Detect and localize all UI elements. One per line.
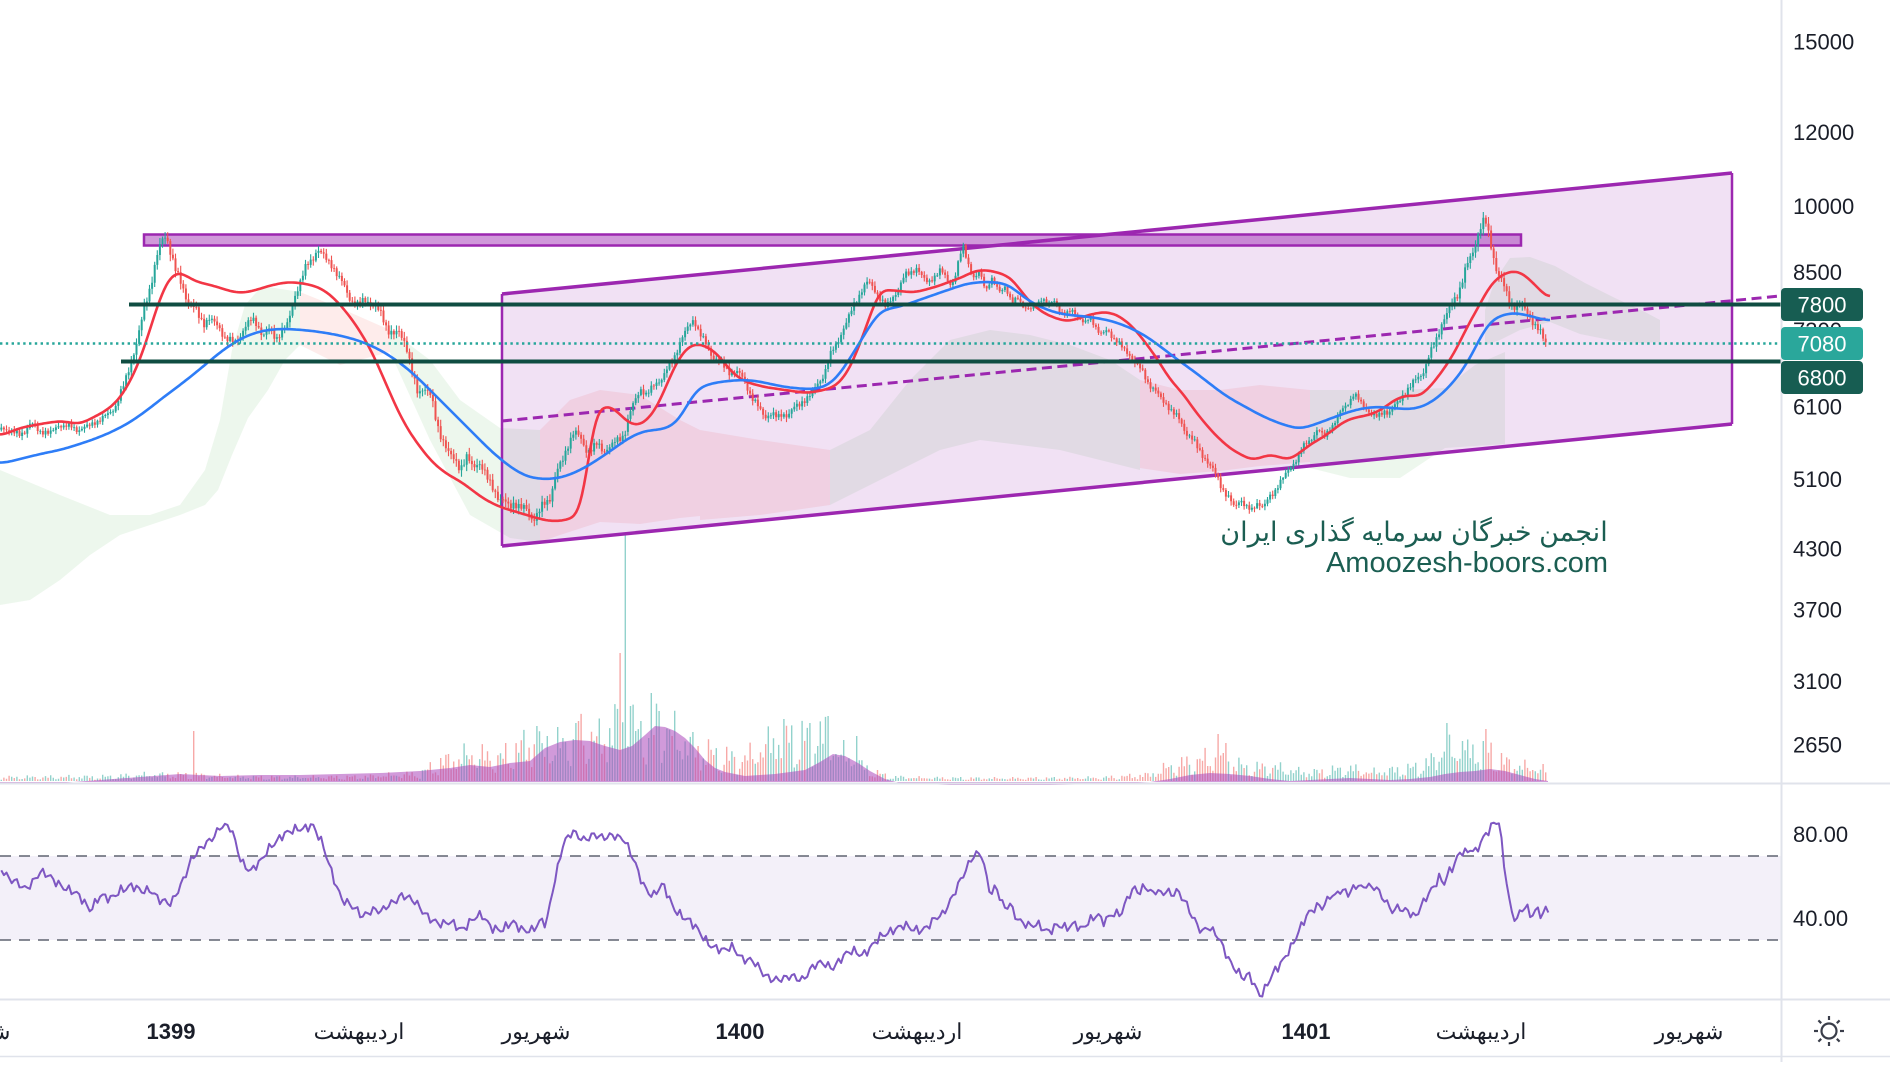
svg-text:6100: 6100 — [1793, 395, 1842, 420]
svg-text:1401: 1401 — [1282, 1019, 1331, 1044]
svg-text:3100: 3100 — [1793, 669, 1842, 694]
svg-text:10000: 10000 — [1793, 194, 1854, 219]
svg-text:2650: 2650 — [1793, 733, 1842, 758]
svg-text:40.00: 40.00 — [1793, 906, 1848, 931]
svg-text:اردیبهشت: اردیبهشت — [314, 1019, 405, 1045]
svg-text:Amoozesh-boors.com: Amoozesh-boors.com — [1326, 547, 1608, 579]
svg-text:15000: 15000 — [1793, 30, 1854, 55]
svg-text:اردیبهشت: اردیبهشت — [1436, 1019, 1527, 1045]
svg-text:80.00: 80.00 — [1793, 822, 1848, 847]
svg-text:شهریور: شهریور — [1073, 1019, 1143, 1045]
svg-text:7800: 7800 — [1798, 293, 1847, 318]
svg-text:اردیبهشت: اردیبهشت — [872, 1019, 963, 1045]
svg-text:7080: 7080 — [1798, 332, 1847, 357]
svg-text:6800: 6800 — [1798, 366, 1847, 391]
svg-text:4300: 4300 — [1793, 536, 1842, 561]
svg-text:12000: 12000 — [1793, 120, 1854, 145]
svg-text:شهریور: شهریور — [501, 1019, 571, 1045]
svg-text:1400: 1400 — [716, 1019, 765, 1044]
svg-text:3700: 3700 — [1793, 597, 1842, 622]
svg-text:5100: 5100 — [1793, 467, 1842, 492]
svg-text:1399: 1399 — [147, 1019, 196, 1044]
svg-text:8500: 8500 — [1793, 260, 1842, 285]
svg-text:شهریور: شهریور — [1654, 1019, 1724, 1045]
svg-text:شهریور: شهریور — [0, 1019, 10, 1045]
svg-text:انجمن خبرگان سرمایه گذاری ایرا: انجمن خبرگان سرمایه گذاری ایران — [1220, 516, 1607, 548]
